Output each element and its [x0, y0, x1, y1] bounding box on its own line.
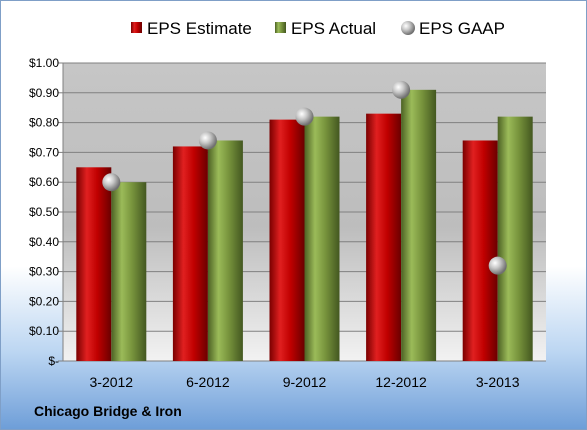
y-tick-label: $0.70: [29, 145, 59, 159]
marker-eps-gaap: [488, 256, 507, 275]
bar-eps-actual: [111, 182, 147, 361]
marker-eps-gaap: [295, 107, 314, 126]
marker-eps-gaap: [198, 131, 217, 150]
y-tick-label: $0.80: [29, 116, 59, 130]
y-tick-label: $0.50: [29, 205, 59, 219]
legend: EPS Estimate EPS Actual EPS GAAP: [131, 19, 505, 38]
marker-eps-gaap: [102, 173, 121, 192]
x-category-label: 3-2012: [90, 374, 134, 390]
legend-swatch-estimate: [131, 22, 142, 33]
legend-label-actual: EPS Actual: [291, 19, 376, 38]
y-tick-label: $0.40: [29, 235, 59, 249]
y-tick-label: $0.60: [29, 175, 59, 189]
y-tick-label: $0.20: [29, 294, 59, 308]
bar-eps-actual: [497, 116, 533, 361]
x-category-label: 9-2012: [283, 374, 327, 390]
bar-eps-actual: [207, 140, 243, 361]
y-axis-ticks: $- $0.10 $0.20 $0.30 $0.40 $0.50 $0.60 $0.70 $0.…: [29, 56, 63, 368]
bar-eps-estimate: [269, 119, 305, 362]
y-tick-label: $0.90: [29, 86, 59, 100]
y-tick-label: $0.10: [29, 324, 59, 338]
bar-eps-estimate: [462, 140, 498, 361]
bar-eps-actual: [401, 89, 437, 361]
x-axis-categories: 3-2012 6-2012 9-2012 12-2012 3-2013: [90, 374, 520, 390]
x-category-label: 6-2012: [186, 374, 230, 390]
bar-eps-actual: [304, 116, 340, 361]
y-tick-label: $-: [48, 354, 59, 368]
x-category-label: 3-2013: [476, 374, 520, 390]
marker-eps-gaap: [392, 80, 411, 99]
bar-eps-estimate: [172, 146, 208, 361]
y-tick-label: $0.30: [29, 265, 59, 279]
gaap-markers: [102, 80, 507, 275]
legend-swatch-actual: [275, 22, 286, 33]
bar-eps-estimate: [366, 113, 402, 361]
legend-label-gaap: EPS GAAP: [419, 19, 505, 38]
bars: [76, 89, 533, 362]
bar-eps-estimate: [76, 167, 112, 361]
legend-label-estimate: EPS Estimate: [147, 19, 252, 38]
company-name: Chicago Bridge & Iron: [34, 403, 182, 419]
legend-marker-gaap: [401, 21, 415, 35]
x-category-label: 12-2012: [375, 374, 427, 390]
y-tick-label: $1.00: [29, 56, 59, 70]
